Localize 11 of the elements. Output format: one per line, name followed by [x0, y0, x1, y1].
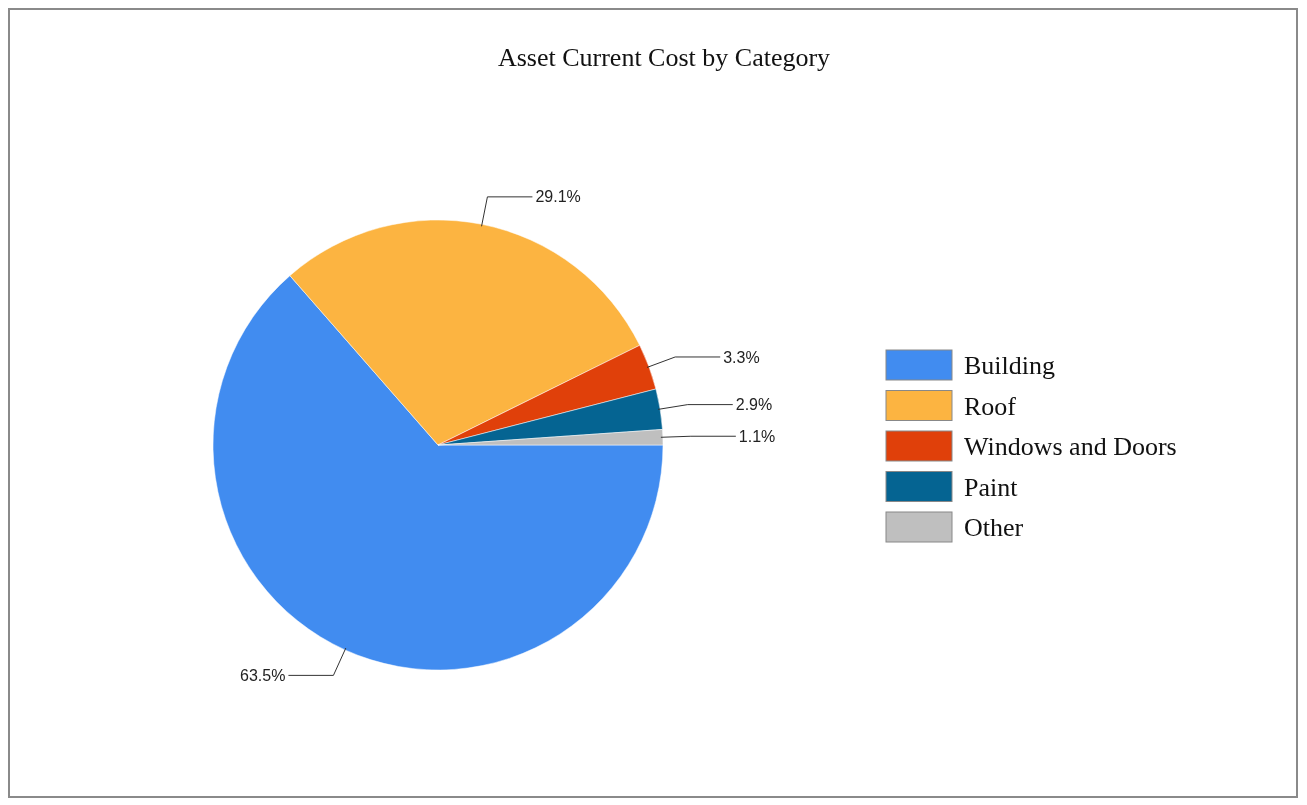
data-label: 29.1% — [535, 188, 581, 206]
data-label: 2.9% — [735, 396, 773, 414]
data-label: 1.1% — [738, 427, 776, 445]
legend-label: Building — [964, 351, 1056, 381]
data-label: 63.5% — [240, 666, 286, 684]
chart-title: Asset Current Cost by Category — [497, 43, 831, 72]
legend-label: Windows and Doors — [964, 432, 1177, 462]
legend-label: Other — [964, 513, 1024, 543]
data-label: 3.3% — [723, 348, 760, 366]
legend-label: Paint — [964, 472, 1019, 502]
legend-label: Roof — [964, 391, 1017, 421]
